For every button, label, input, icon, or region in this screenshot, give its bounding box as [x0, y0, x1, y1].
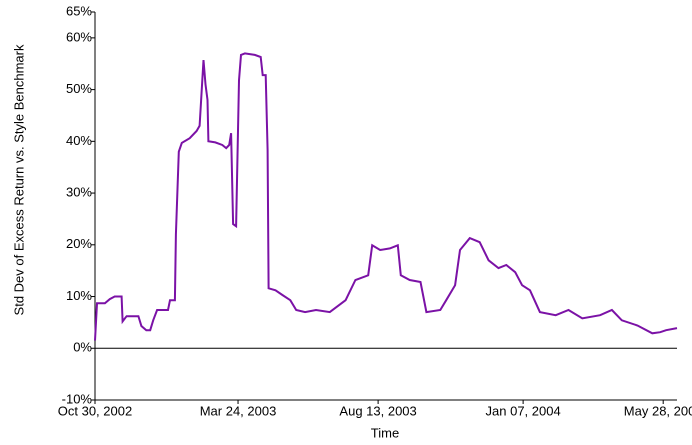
- series-line: [94, 52, 678, 341]
- y-tick-label: 0%: [73, 340, 92, 355]
- y-tick-label: 10%: [66, 288, 92, 303]
- x-tick-label: Oct 30, 2002: [58, 403, 132, 418]
- x-axis-title: Time: [371, 425, 399, 440]
- y-tick-label: 40%: [66, 133, 92, 148]
- x-tick-label: Mar 24, 2003: [200, 403, 277, 418]
- x-tick-label: Jan 07, 2004: [486, 403, 561, 418]
- y-tick-label: 65%: [66, 3, 92, 18]
- y-tick-label: -10%: [62, 391, 93, 406]
- x-tick-label: May 28, 2004: [624, 403, 692, 418]
- y-axis-title: Std Dev of Excess Return vs. Style Bench…: [11, 44, 26, 315]
- y-tick-label: 60%: [66, 29, 92, 44]
- y-tick-label: 50%: [66, 81, 92, 96]
- x-tick-label: Aug 13, 2003: [339, 403, 416, 418]
- y-tick-label: 30%: [66, 185, 92, 200]
- y-tick-label: 20%: [66, 236, 92, 251]
